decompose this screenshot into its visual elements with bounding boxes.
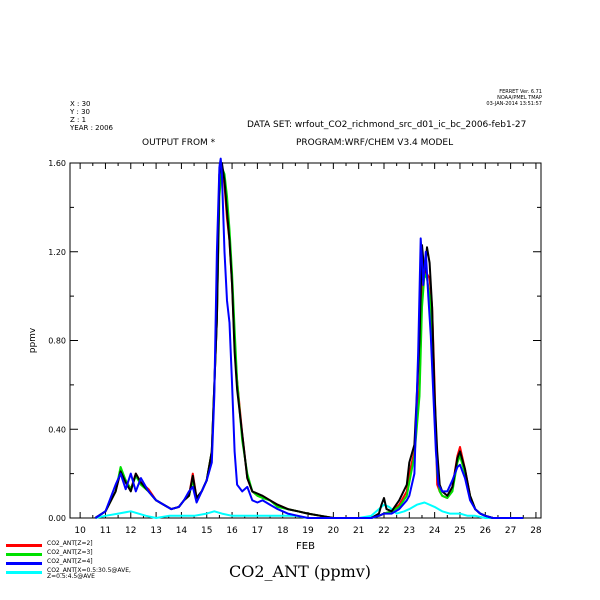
legend-swatch xyxy=(6,553,42,556)
ferret-version: FERRET Ver. 6.71 xyxy=(499,89,542,95)
x-tick-label-11: 11 xyxy=(100,526,111,536)
x-tick-label-16: 16 xyxy=(226,526,238,536)
x-tick-label-21: 21 xyxy=(353,526,364,536)
plot-frame xyxy=(69,162,542,519)
y-axis-label: ppmv xyxy=(28,327,38,353)
x-tick-label-17: 17 xyxy=(252,526,263,536)
x-tick-label-27: 27 xyxy=(505,526,516,536)
program-label: PROGRAM:WRF/CHEM V3.4 MODEL xyxy=(296,138,454,148)
ferret-host: NOAA/PMEL TMAP xyxy=(497,95,542,101)
legend-swatch xyxy=(6,562,42,565)
x-tick-label-28: 28 xyxy=(530,526,542,536)
y-tick-label-0.00: 0.00 xyxy=(48,514,66,523)
x-tick-label-26: 26 xyxy=(480,526,492,536)
output-from-label: OUTPUT FROM * xyxy=(142,138,216,148)
y-tick-label-0.80: 0.80 xyxy=(48,337,66,346)
x-tick-label-10: 10 xyxy=(74,526,86,536)
x-tick-label-14: 14 xyxy=(176,526,188,536)
year-label: YEAR : 2006 xyxy=(70,124,113,132)
y-location: Y : 30 xyxy=(70,108,90,116)
legend-label: CO2_ANT[X=0.5:30.5@AVE, Z=0.5:4.5@AVE xyxy=(47,567,131,580)
dataset-label: DATA SET: wrfout_CO2_richmond_src_d01_ic… xyxy=(247,120,527,130)
x-tick-label-18: 18 xyxy=(277,526,289,536)
legend-label: CO2_ANT[Z=3] xyxy=(47,549,93,556)
x-tick-label-24: 24 xyxy=(429,526,441,536)
y-tick-label-1.20: 1.20 xyxy=(48,248,66,257)
x-tick-label-12: 12 xyxy=(125,526,136,536)
x-tick-label-19: 19 xyxy=(302,526,314,536)
chart-title: CO2_ANT (ppmv) xyxy=(228,562,372,581)
x-tick-label-25: 25 xyxy=(454,526,465,536)
legend-label: CO2_ANT[Z=4] xyxy=(47,558,93,565)
x-location: X : 30 xyxy=(70,100,91,108)
z-location: Z : 1 xyxy=(70,116,87,124)
y-tick-label-1.60: 1.60 xyxy=(48,159,66,168)
ferret-date: 03-JAN-2014 13:51:57 xyxy=(486,101,542,107)
legend-swatch xyxy=(6,544,42,547)
series-line-3 xyxy=(94,157,524,519)
series-line-5 xyxy=(95,501,524,519)
x-tick-label-23: 23 xyxy=(404,526,415,536)
legend-swatch xyxy=(6,571,42,574)
x-tick-label-20: 20 xyxy=(328,526,340,536)
x-tick-label-13: 13 xyxy=(150,526,161,536)
x-tick-label-22: 22 xyxy=(378,526,389,536)
legend-label: CO2_ANT[Z=2] xyxy=(47,540,93,547)
y-tick-label-0.40: 0.40 xyxy=(48,425,66,434)
x-axis-label: FEB xyxy=(296,541,315,552)
x-tick-label-15: 15 xyxy=(201,526,212,536)
